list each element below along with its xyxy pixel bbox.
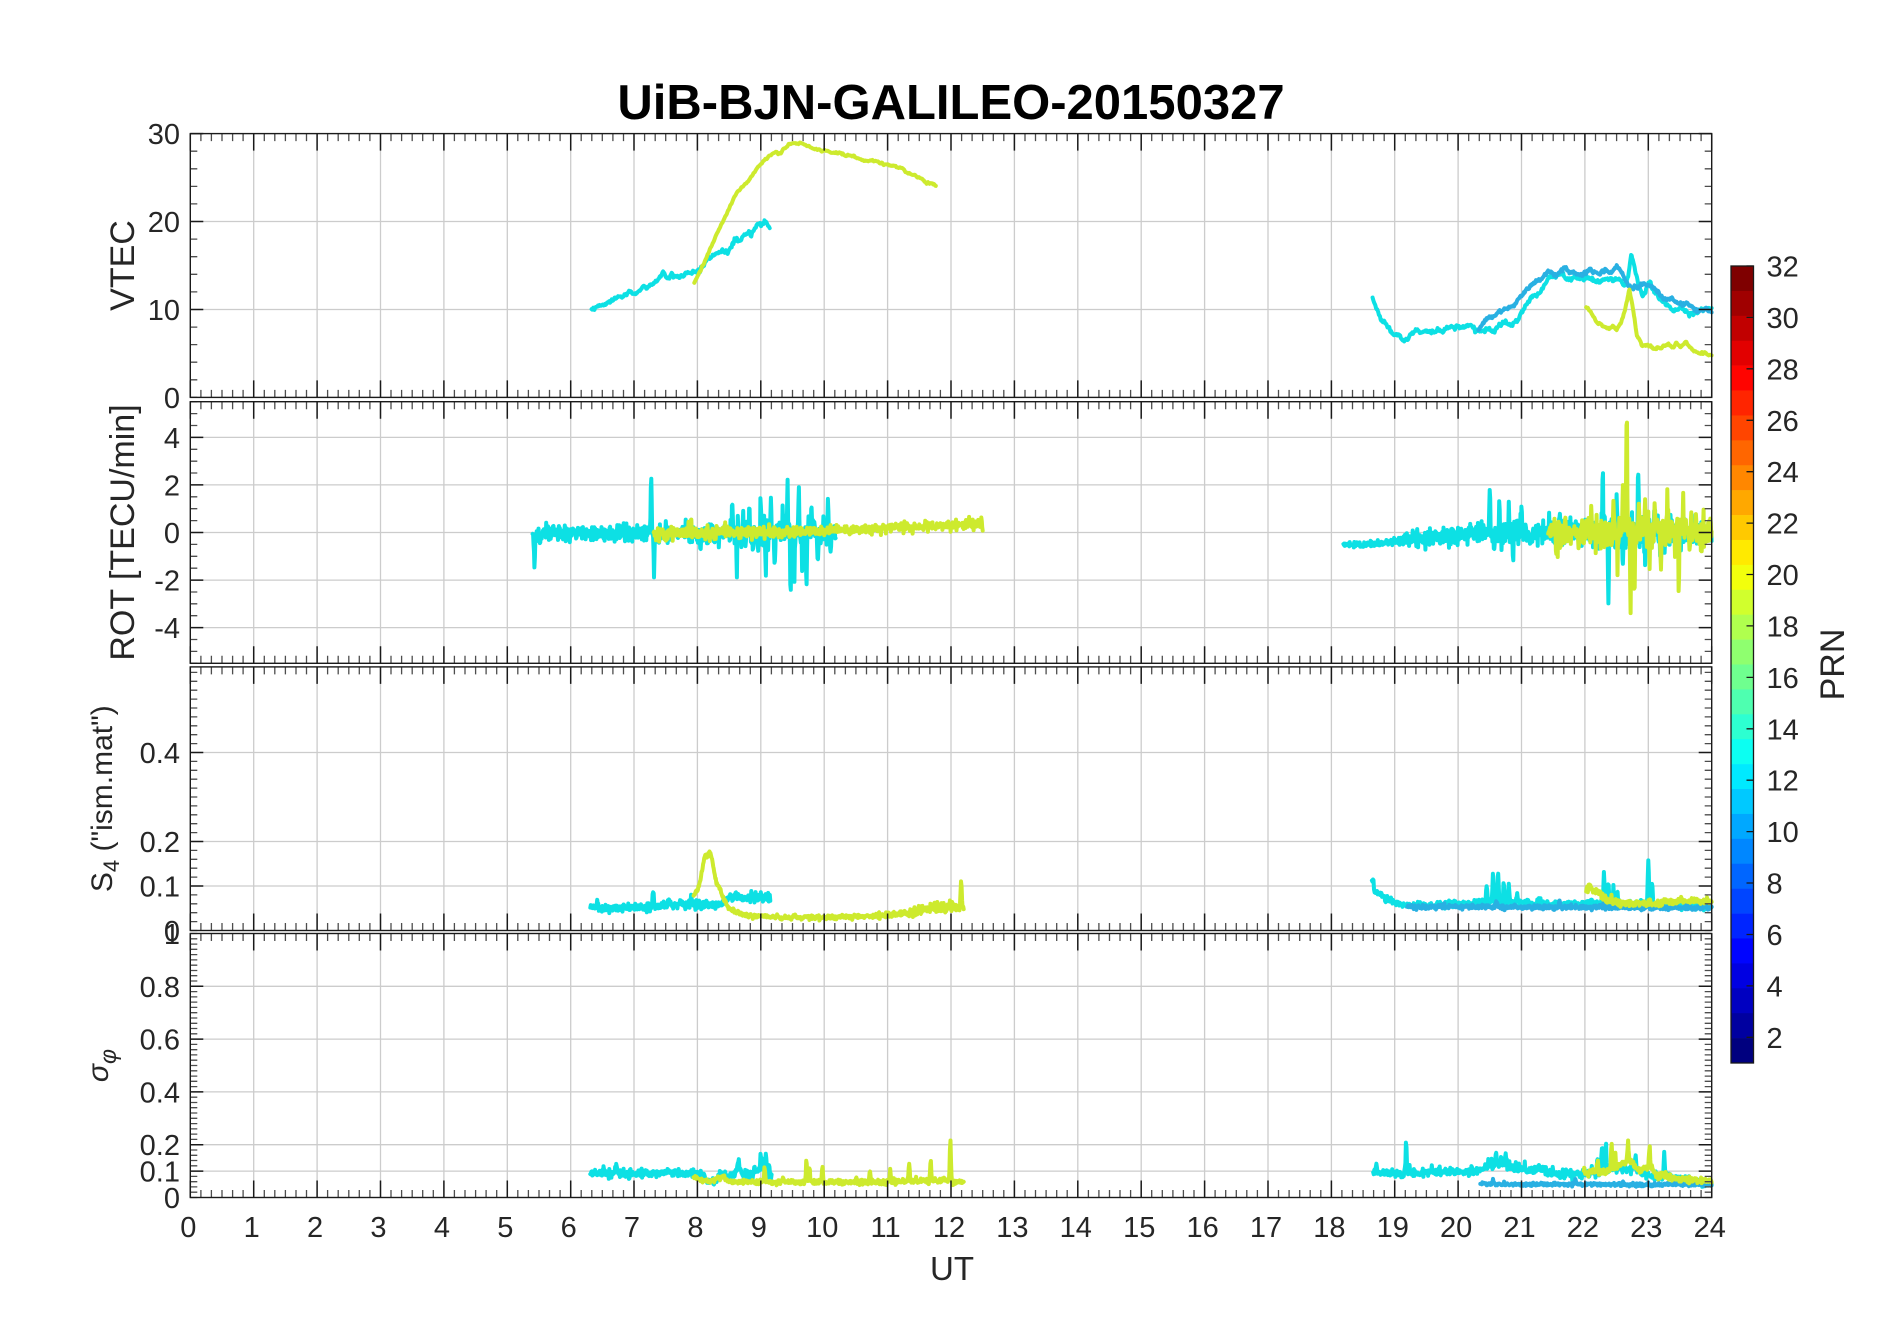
svg-text:24: 24: [1767, 457, 1799, 489]
svg-text:σφ: σφ: [82, 1049, 121, 1082]
svg-text:24: 24: [1694, 1212, 1726, 1244]
svg-text:7: 7: [624, 1212, 640, 1244]
svg-text:8: 8: [1767, 869, 1783, 901]
svg-text:1: 1: [244, 1212, 260, 1244]
svg-text:0.1: 0.1: [140, 872, 180, 904]
svg-text:28: 28: [1767, 354, 1799, 386]
svg-text:6: 6: [561, 1212, 577, 1244]
svg-text:17: 17: [1250, 1212, 1282, 1244]
svg-text:-4: -4: [154, 613, 180, 645]
svg-text:4: 4: [1767, 971, 1783, 1003]
svg-text:10: 10: [148, 295, 180, 327]
svg-text:UiB-BJN-GALILEO-20150327: UiB-BJN-GALILEO-20150327: [617, 76, 1284, 130]
svg-text:16: 16: [1186, 1212, 1218, 1244]
svg-text:0: 0: [164, 1183, 180, 1215]
svg-text:9: 9: [751, 1212, 767, 1244]
svg-text:14: 14: [1767, 714, 1799, 746]
svg-text:20: 20: [1440, 1212, 1472, 1244]
svg-text:0.1: 0.1: [140, 1157, 180, 1189]
svg-text:12: 12: [933, 1212, 965, 1244]
svg-text:2: 2: [164, 470, 180, 502]
svg-text:11: 11: [871, 1212, 901, 1244]
svg-text:21: 21: [1503, 1212, 1535, 1244]
svg-text:10: 10: [806, 1212, 838, 1244]
svg-text:0: 0: [164, 518, 180, 550]
svg-text:18: 18: [1767, 611, 1799, 643]
svg-text:0: 0: [164, 916, 180, 948]
svg-text:0: 0: [180, 1212, 196, 1244]
svg-text:4: 4: [164, 423, 180, 455]
svg-text:26: 26: [1767, 406, 1799, 438]
svg-text:6: 6: [1767, 920, 1783, 952]
svg-text:0.8: 0.8: [140, 972, 180, 1004]
svg-text:UT: UT: [930, 1250, 974, 1287]
svg-text:PRN: PRN: [1814, 629, 1852, 701]
svg-text:-2: -2: [154, 566, 180, 598]
svg-text:0: 0: [164, 383, 180, 415]
svg-text:0.2: 0.2: [140, 827, 180, 859]
svg-text:19: 19: [1377, 1212, 1409, 1244]
svg-text:15: 15: [1123, 1212, 1155, 1244]
svg-text:13: 13: [996, 1212, 1028, 1244]
svg-text:22: 22: [1767, 509, 1799, 541]
svg-text:23: 23: [1630, 1212, 1662, 1244]
svg-text:VTEC: VTEC: [104, 220, 142, 311]
svg-text:8: 8: [687, 1212, 703, 1244]
svg-text:16: 16: [1767, 663, 1799, 695]
svg-text:0.6: 0.6: [140, 1025, 180, 1057]
svg-text:1: 1: [164, 919, 180, 951]
svg-text:0.4: 0.4: [140, 1077, 180, 1109]
svg-text:30: 30: [148, 119, 180, 151]
svg-text:20: 20: [1767, 560, 1799, 592]
svg-text:20: 20: [148, 207, 180, 239]
svg-text:4: 4: [434, 1212, 450, 1244]
svg-text:0.2: 0.2: [140, 1130, 180, 1162]
svg-text:2: 2: [1767, 1023, 1783, 1055]
svg-text:14: 14: [1060, 1212, 1092, 1244]
svg-text:32: 32: [1767, 252, 1799, 284]
svg-text:30: 30: [1767, 303, 1799, 335]
svg-text:3: 3: [370, 1212, 386, 1244]
svg-text:18: 18: [1313, 1212, 1345, 1244]
svg-text:5: 5: [497, 1212, 513, 1244]
svg-text:10: 10: [1767, 817, 1799, 849]
svg-text:22: 22: [1567, 1212, 1599, 1244]
svg-text:ROT [TECU/min]: ROT [TECU/min]: [104, 404, 142, 660]
svg-text:2: 2: [307, 1212, 323, 1244]
svg-text:12: 12: [1767, 766, 1799, 798]
svg-text:0.4: 0.4: [140, 738, 180, 770]
